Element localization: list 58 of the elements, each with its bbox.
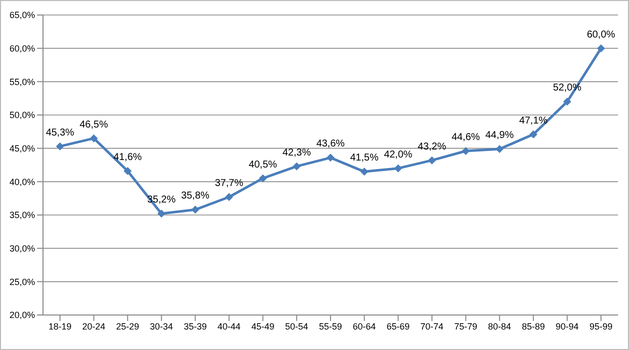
point bbox=[597, 44, 605, 52]
data-label: 44,9% bbox=[485, 130, 514, 141]
point bbox=[191, 206, 200, 214]
x-tick-label: 90-94 bbox=[556, 321, 579, 332]
data-label: 46,5% bbox=[80, 119, 108, 130]
point bbox=[258, 174, 267, 182]
x-tick-label: 30-34 bbox=[150, 321, 173, 332]
y-tick-label: 25,0% bbox=[9, 276, 35, 287]
x-tick-label: 20-24 bbox=[82, 321, 106, 332]
data-label: 44,6% bbox=[452, 132, 480, 143]
point bbox=[157, 210, 166, 218]
data-label: 41,5% bbox=[350, 152, 379, 164]
data-label: 42,0% bbox=[384, 149, 412, 160]
data-label: 37,7% bbox=[214, 178, 244, 189]
x-tick-label: 35-39 bbox=[184, 321, 207, 332]
data-label: 43,2% bbox=[418, 141, 446, 152]
x-tick-label: 40-44 bbox=[218, 321, 241, 332]
point bbox=[360, 168, 368, 176]
x-tick-label: 65-69 bbox=[386, 321, 410, 332]
x-tick-label: 80-84 bbox=[488, 321, 512, 332]
x-tick-label: 50-54 bbox=[285, 321, 308, 332]
point bbox=[326, 154, 334, 162]
point bbox=[394, 164, 402, 172]
y-tick-label: 30,0% bbox=[9, 244, 35, 254]
point bbox=[124, 167, 132, 175]
y-tick-label: 55,0% bbox=[9, 76, 35, 87]
data-label: 35,8% bbox=[181, 190, 210, 202]
data-label: 43,6% bbox=[316, 138, 345, 150]
x-tick-label: 18-19 bbox=[48, 321, 72, 332]
x-tick-label: 95-99 bbox=[589, 321, 613, 332]
point bbox=[529, 130, 538, 138]
point bbox=[462, 147, 470, 155]
point bbox=[496, 145, 504, 153]
y-tick-label: 35,0% bbox=[9, 210, 35, 220]
x-tick-label: 25-29 bbox=[116, 321, 140, 332]
data-label: 40,5% bbox=[248, 159, 278, 170]
x-tick-label: 55-59 bbox=[318, 321, 342, 332]
point bbox=[225, 193, 234, 201]
point bbox=[56, 142, 64, 150]
data-label: 47,1% bbox=[519, 115, 548, 126]
data-label: 60,0% bbox=[586, 29, 616, 40]
data-label: 45,3% bbox=[46, 127, 74, 138]
point bbox=[90, 134, 98, 142]
x-tick-label: 70-74 bbox=[420, 321, 444, 332]
y-tick-label: 40,0% bbox=[9, 176, 35, 187]
x-tick-label: 75-79 bbox=[454, 321, 478, 332]
y-tick-label: 45,0% bbox=[9, 144, 35, 154]
y-tick-label: 65,0% bbox=[9, 10, 35, 20]
x-tick-label: 60-64 bbox=[352, 321, 376, 332]
point bbox=[292, 162, 301, 170]
point bbox=[563, 98, 572, 106]
point bbox=[428, 156, 436, 164]
y-tick-label: 20,0% bbox=[9, 310, 35, 320]
y-tick-label: 60,0% bbox=[9, 44, 35, 54]
x-tick-label: 85-89 bbox=[522, 321, 545, 332]
data-label: 42,3% bbox=[282, 147, 311, 158]
y-tick-label: 50,0% bbox=[9, 110, 35, 120]
x-tick-label: 45-49 bbox=[251, 321, 274, 332]
